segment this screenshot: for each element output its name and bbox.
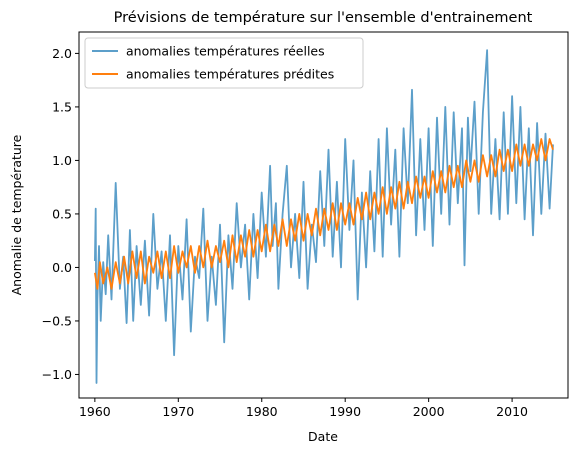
y-tick-label: 0.0 <box>52 260 72 275</box>
x-tick-label: 1980 <box>246 404 278 419</box>
plot-area <box>78 31 569 399</box>
y-tick-label: −1.0 <box>42 367 72 382</box>
x-tick-label: 2010 <box>496 404 528 419</box>
series-line-0 <box>94 49 554 384</box>
x-tick-label: 1990 <box>329 404 361 419</box>
y-axis: −1.0 −0.5 0.0 0.5 1.0 1.5 2.0 <box>42 46 79 382</box>
x-tick-label: 1960 <box>79 404 111 419</box>
legend: anomalies températures réelles anomalies… <box>84 37 364 89</box>
legend-label-actual: anomalies températures réelles <box>126 44 325 59</box>
y-tick-label: 1.5 <box>52 99 72 114</box>
legend-label-predicted: anomalies températures prédites <box>126 67 334 82</box>
x-axis-label: Date <box>308 429 338 444</box>
y-tick-label: 0.5 <box>52 206 72 221</box>
x-tick-label: 1970 <box>162 404 194 419</box>
y-tick-label: 2.0 <box>52 46 72 61</box>
x-axis: 1960 1970 1980 1990 2000 2010 <box>79 398 528 419</box>
y-axis-label: Anomalie de température <box>9 134 24 295</box>
axes-frame <box>78 31 569 399</box>
series-lines <box>94 49 554 384</box>
y-tick-label: 1.0 <box>52 153 72 168</box>
series-line-1 <box>94 138 554 290</box>
legend-box <box>84 37 364 89</box>
y-tick-label: −0.5 <box>42 313 72 328</box>
chart-title: Prévisions de température sur l'ensemble… <box>114 10 533 26</box>
x-tick-label: 2000 <box>413 404 445 419</box>
